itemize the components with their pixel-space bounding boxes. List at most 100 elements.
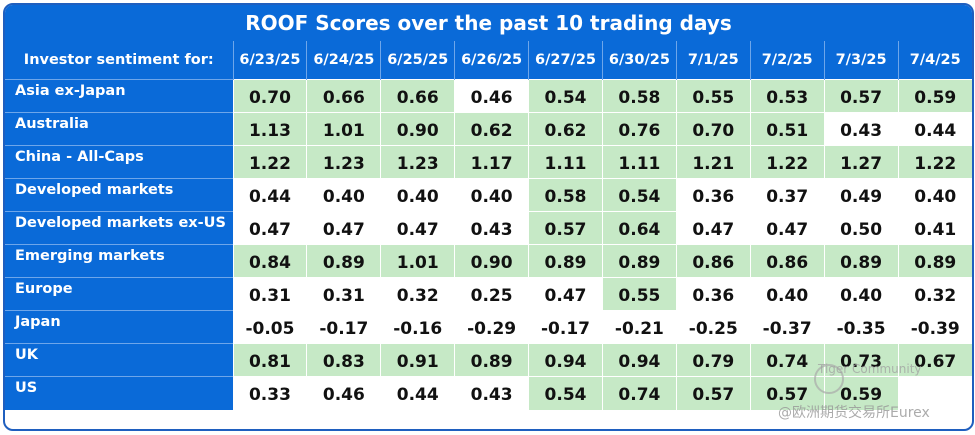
score-cell: 0.40 bbox=[306, 178, 381, 212]
row-label: Asia ex-Japan bbox=[5, 79, 233, 113]
score-cell: 0.25 bbox=[454, 277, 529, 311]
score-cell: 0.94 bbox=[601, 343, 677, 377]
row-label: UK bbox=[5, 343, 233, 377]
column-header-6-25-25: 6/25/25 bbox=[380, 41, 455, 80]
roof-score-table: Investor sentiment for: 6/23/25 6/24/25 6/… bbox=[5, 41, 972, 410]
column-header-6-27-25: 6/27/25 bbox=[528, 41, 603, 80]
score-cell: 0.32 bbox=[380, 277, 455, 311]
score-cell: 0.89 bbox=[897, 244, 972, 278]
score-cell: 0.37 bbox=[749, 178, 825, 212]
watermark-community: Tiger Community bbox=[818, 362, 922, 376]
table-row: Japan -0.05 -0.17 -0.16 -0.29 -0.17 -0.21 -0.25… bbox=[5, 310, 972, 344]
score-cell: 1.22 bbox=[232, 145, 307, 179]
score-cell: 0.36 bbox=[675, 178, 751, 212]
score-cell: 1.01 bbox=[306, 112, 381, 146]
watermark-logo-icon bbox=[814, 364, 844, 394]
score-cell: 0.86 bbox=[749, 244, 825, 278]
score-cell: 0.62 bbox=[454, 112, 529, 146]
score-cell: 0.57 bbox=[749, 376, 825, 410]
score-cell: 0.40 bbox=[380, 178, 455, 212]
score-cell: 0.40 bbox=[454, 178, 529, 212]
score-cell: 0.86 bbox=[675, 244, 751, 278]
score-cell: 0.79 bbox=[675, 343, 751, 377]
score-cell: 0.49 bbox=[823, 178, 899, 212]
table-row: UK 0.81 0.83 0.91 0.89 0.94 0.94 0.79 0.74 0.73 0.… bbox=[5, 343, 972, 377]
column-header-7-3-25: 7/3/25 bbox=[823, 41, 899, 80]
score-cell: 0.58 bbox=[601, 79, 677, 113]
score-cell: 0.33 bbox=[232, 376, 307, 410]
score-cell: 0.89 bbox=[601, 244, 677, 278]
score-cell: 0.90 bbox=[454, 244, 529, 278]
score-cell: -0.16 bbox=[380, 310, 455, 344]
score-cell: 0.64 bbox=[601, 211, 677, 245]
score-cell: 0.47 bbox=[528, 277, 603, 311]
score-cell: 0.47 bbox=[380, 211, 455, 245]
row-label: Developed markets bbox=[5, 178, 233, 212]
score-cell: 0.47 bbox=[232, 211, 307, 245]
column-header-6-30-25: 6/30/25 bbox=[601, 41, 677, 80]
column-header-6-24-25: 6/24/25 bbox=[306, 41, 381, 80]
table-row: Emerging markets 0.84 0.89 1.01 0.90 0.89 0.89… bbox=[5, 244, 972, 278]
score-cell: 0.43 bbox=[823, 112, 899, 146]
score-cell: 0.43 bbox=[454, 211, 529, 245]
score-cell: 0.74 bbox=[749, 343, 825, 377]
score-cell: 0.62 bbox=[528, 112, 603, 146]
row-label: US bbox=[5, 376, 233, 410]
score-cell: 0.46 bbox=[454, 79, 529, 113]
score-cell: 0.84 bbox=[232, 244, 307, 278]
score-cell: 0.70 bbox=[232, 79, 307, 113]
score-cell: 0.50 bbox=[823, 211, 899, 245]
score-cell: 0.54 bbox=[601, 178, 677, 212]
score-cell: 0.90 bbox=[380, 112, 455, 146]
score-cell: 1.22 bbox=[749, 145, 825, 179]
column-header-7-1-25: 7/1/25 bbox=[675, 41, 751, 80]
score-cell: 1.21 bbox=[675, 145, 751, 179]
score-cell: 1.11 bbox=[601, 145, 677, 179]
column-header-6-23-25: 6/23/25 bbox=[232, 41, 307, 80]
roof-score-table-frame: ROOF Scores over the past 10 trading day… bbox=[3, 3, 974, 431]
score-cell: 0.89 bbox=[528, 244, 603, 278]
score-cell: 0.47 bbox=[675, 211, 751, 245]
row-label: China - All-Caps bbox=[5, 145, 233, 179]
score-cell: 0.54 bbox=[528, 376, 603, 410]
row-label: Australia bbox=[5, 112, 233, 146]
score-cell: 0.55 bbox=[601, 277, 677, 311]
score-cell: 0.53 bbox=[749, 79, 825, 113]
score-cell: -0.29 bbox=[454, 310, 529, 344]
score-cell: 0.57 bbox=[528, 211, 603, 245]
table-row: Europe 0.31 0.31 0.32 0.25 0.47 0.55 0.36 0.40 0.… bbox=[5, 277, 972, 311]
column-header-6-26-25: 6/26/25 bbox=[454, 41, 529, 80]
score-cell: 0.55 bbox=[675, 79, 751, 113]
score-cell: -0.35 bbox=[823, 310, 899, 344]
score-cell: 0.51 bbox=[749, 112, 825, 146]
score-cell: -0.17 bbox=[306, 310, 381, 344]
score-cell: 0.31 bbox=[232, 277, 307, 311]
score-cell: 0.94 bbox=[528, 343, 603, 377]
score-cell: 0.32 bbox=[897, 277, 972, 311]
table-row: US 0.33 0.46 0.44 0.43 0.54 0.74 0.57 0.57 0.59 bbox=[5, 376, 972, 410]
score-cell: 0.44 bbox=[897, 112, 972, 146]
score-cell: 0.44 bbox=[232, 178, 307, 212]
column-header-7-2-25: 7/2/25 bbox=[749, 41, 825, 80]
table-row: Developed markets 0.44 0.40 0.40 0.40 0.58 0.5… bbox=[5, 178, 972, 212]
table-title: ROOF Scores over the past 10 trading day… bbox=[5, 5, 972, 41]
row-label: Emerging markets bbox=[5, 244, 233, 278]
score-cell: 1.13 bbox=[232, 112, 307, 146]
score-cell: 0.89 bbox=[306, 244, 381, 278]
score-cell: 0.41 bbox=[897, 211, 972, 245]
score-cell: 0.58 bbox=[528, 178, 603, 212]
score-cell: 0.70 bbox=[675, 112, 751, 146]
score-cell: 0.59 bbox=[897, 79, 972, 113]
score-cell: 1.17 bbox=[454, 145, 529, 179]
score-cell: 0.59 bbox=[823, 376, 899, 410]
score-cell: 0.40 bbox=[897, 178, 972, 212]
score-cell: 0.57 bbox=[823, 79, 899, 113]
score-cell: 0.74 bbox=[601, 376, 677, 410]
row-label: Europe bbox=[5, 277, 233, 311]
score-cell: 0.43 bbox=[454, 376, 529, 410]
score-cell: 0.76 bbox=[601, 112, 677, 146]
table-body: Asia ex-Japan 0.70 0.66 0.66 0.46 0.54 0.58 0.5… bbox=[5, 79, 972, 410]
score-cell: 0.89 bbox=[823, 244, 899, 278]
score-cell: -0.39 bbox=[897, 310, 972, 344]
score-cell: 0.46 bbox=[306, 376, 381, 410]
